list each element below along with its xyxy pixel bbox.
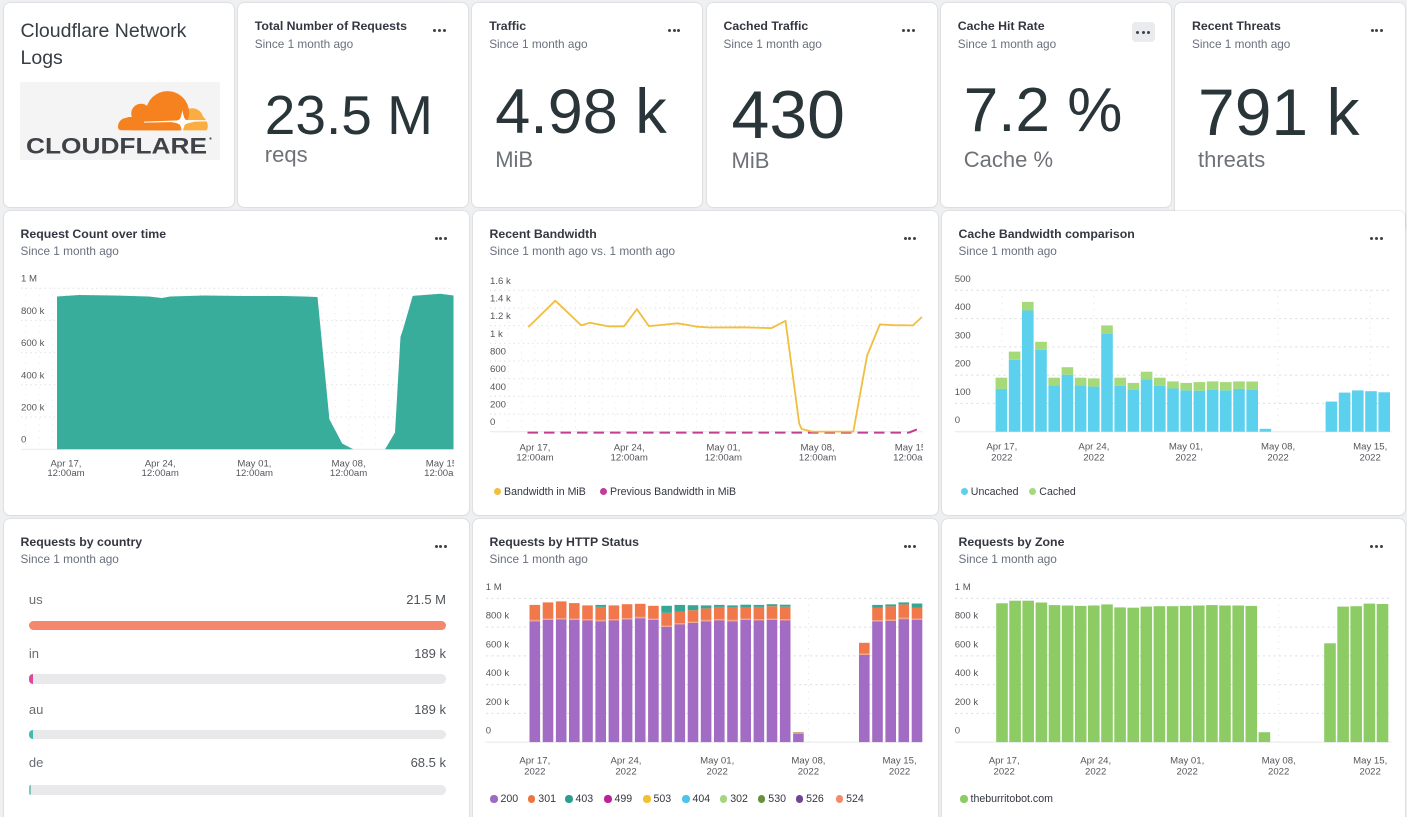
svg-text:May 01,: May 01, (1168, 441, 1202, 452)
svg-text:12:00am: 12:00am (424, 468, 461, 479)
svg-text:400: 400 (954, 302, 970, 313)
svg-text:Apr 17,: Apr 17, (988, 755, 1019, 766)
svg-text:400 k: 400 k (21, 370, 45, 381)
svg-text:Apr 17,: Apr 17, (519, 755, 550, 766)
svg-text:2022: 2022 (1176, 766, 1197, 777)
svg-text:May 01,: May 01, (700, 755, 734, 766)
svg-text:1 M: 1 M (954, 581, 970, 592)
svg-text:12:00am: 12:00am (141, 468, 178, 479)
svg-text:2022: 2022 (1085, 766, 1106, 777)
svg-text:May 15,: May 15, (894, 442, 928, 453)
svg-text:Apr 24,: Apr 24, (1080, 755, 1111, 766)
svg-text:0: 0 (954, 415, 959, 426)
svg-text:2022: 2022 (1175, 452, 1196, 463)
svg-text:12:00am: 12:00am (704, 452, 741, 463)
svg-text:400 k: 400 k (485, 668, 509, 679)
svg-text:May 01,: May 01, (1170, 755, 1204, 766)
svg-text:300: 300 (954, 330, 970, 341)
svg-text:400 k: 400 k (954, 668, 978, 679)
svg-text:12:00am: 12:00am (798, 452, 835, 463)
svg-text:2022: 2022 (1267, 452, 1288, 463)
svg-text:100: 100 (954, 386, 970, 397)
svg-text:May 08,: May 08, (1261, 441, 1295, 452)
svg-text:200: 200 (490, 399, 506, 410)
svg-text:May 08,: May 08, (331, 458, 365, 469)
svg-text:Apr 17,: Apr 17, (519, 442, 550, 453)
svg-text:Apr 24,: Apr 24, (610, 755, 641, 766)
svg-text:800 k: 800 k (954, 610, 978, 621)
svg-text:May 15,: May 15, (1353, 441, 1387, 452)
svg-text:2022: 2022 (524, 766, 545, 777)
svg-text:200: 200 (954, 358, 970, 369)
svg-text:12:00am: 12:00am (235, 468, 272, 479)
svg-text:2022: 2022 (993, 766, 1014, 777)
svg-text:500: 500 (954, 273, 970, 284)
svg-text:2022: 2022 (797, 766, 818, 777)
svg-text:Apr 24,: Apr 24, (613, 442, 644, 453)
svg-text:2022: 2022 (888, 766, 909, 777)
svg-text:Apr 17,: Apr 17, (50, 458, 81, 469)
svg-text:600 k: 600 k (485, 639, 509, 650)
svg-text:Apr 24,: Apr 24, (144, 458, 175, 469)
svg-text:CLOUDFLARE: CLOUDFLARE (26, 133, 207, 158)
svg-text:Apr 24,: Apr 24, (1078, 441, 1109, 452)
svg-text:600 k: 600 k (21, 338, 45, 349)
svg-text:May 08,: May 08, (1261, 755, 1295, 766)
svg-text:May 15,: May 15, (882, 755, 916, 766)
svg-text:1 M: 1 M (485, 581, 501, 592)
svg-text:12:00am: 12:00am (516, 452, 553, 463)
svg-text:400: 400 (490, 381, 506, 392)
svg-text:2022: 2022 (1359, 766, 1380, 777)
svg-text:May 15,: May 15, (425, 458, 459, 469)
svg-text:May 01,: May 01, (706, 442, 740, 453)
svg-text:Apr 17,: Apr 17, (986, 441, 1017, 452)
svg-text:May 08,: May 08, (791, 755, 825, 766)
svg-text:800: 800 (490, 346, 506, 357)
svg-text:1 M: 1 M (21, 273, 37, 284)
svg-text:2022: 2022 (706, 766, 727, 777)
svg-text:1.2 k: 1.2 k (490, 311, 511, 322)
svg-text:200 k: 200 k (954, 696, 978, 707)
svg-text:2022: 2022 (1083, 452, 1104, 463)
svg-text:1.6 k: 1.6 k (490, 275, 511, 286)
svg-text:800 k: 800 k (485, 610, 509, 621)
svg-text:12:00am: 12:00am (47, 468, 84, 479)
svg-text:12:00am: 12:00am (329, 468, 366, 479)
svg-text:600 k: 600 k (954, 639, 978, 650)
svg-text:May 15,: May 15, (1353, 755, 1387, 766)
svg-text:200 k: 200 k (21, 402, 45, 413)
svg-text:600: 600 (490, 364, 506, 375)
svg-text:12:00am: 12:00am (610, 452, 647, 463)
svg-text:12:00am: 12:00am (893, 452, 930, 463)
svg-text:May 01,: May 01, (237, 458, 271, 469)
svg-text:2022: 2022 (1359, 452, 1380, 463)
svg-text:0: 0 (21, 434, 26, 445)
svg-text:0: 0 (485, 725, 490, 736)
svg-text:2022: 2022 (1268, 766, 1289, 777)
svg-text:0: 0 (954, 725, 959, 736)
svg-text:200 k: 200 k (485, 696, 509, 707)
svg-text:1.4 k: 1.4 k (490, 293, 511, 304)
svg-text:May 08,: May 08, (800, 442, 834, 453)
svg-text:2022: 2022 (991, 452, 1012, 463)
svg-text:800 k: 800 k (21, 305, 45, 316)
svg-text:0: 0 (490, 417, 495, 428)
svg-text:2022: 2022 (615, 766, 636, 777)
svg-text:1 k: 1 k (490, 328, 503, 339)
